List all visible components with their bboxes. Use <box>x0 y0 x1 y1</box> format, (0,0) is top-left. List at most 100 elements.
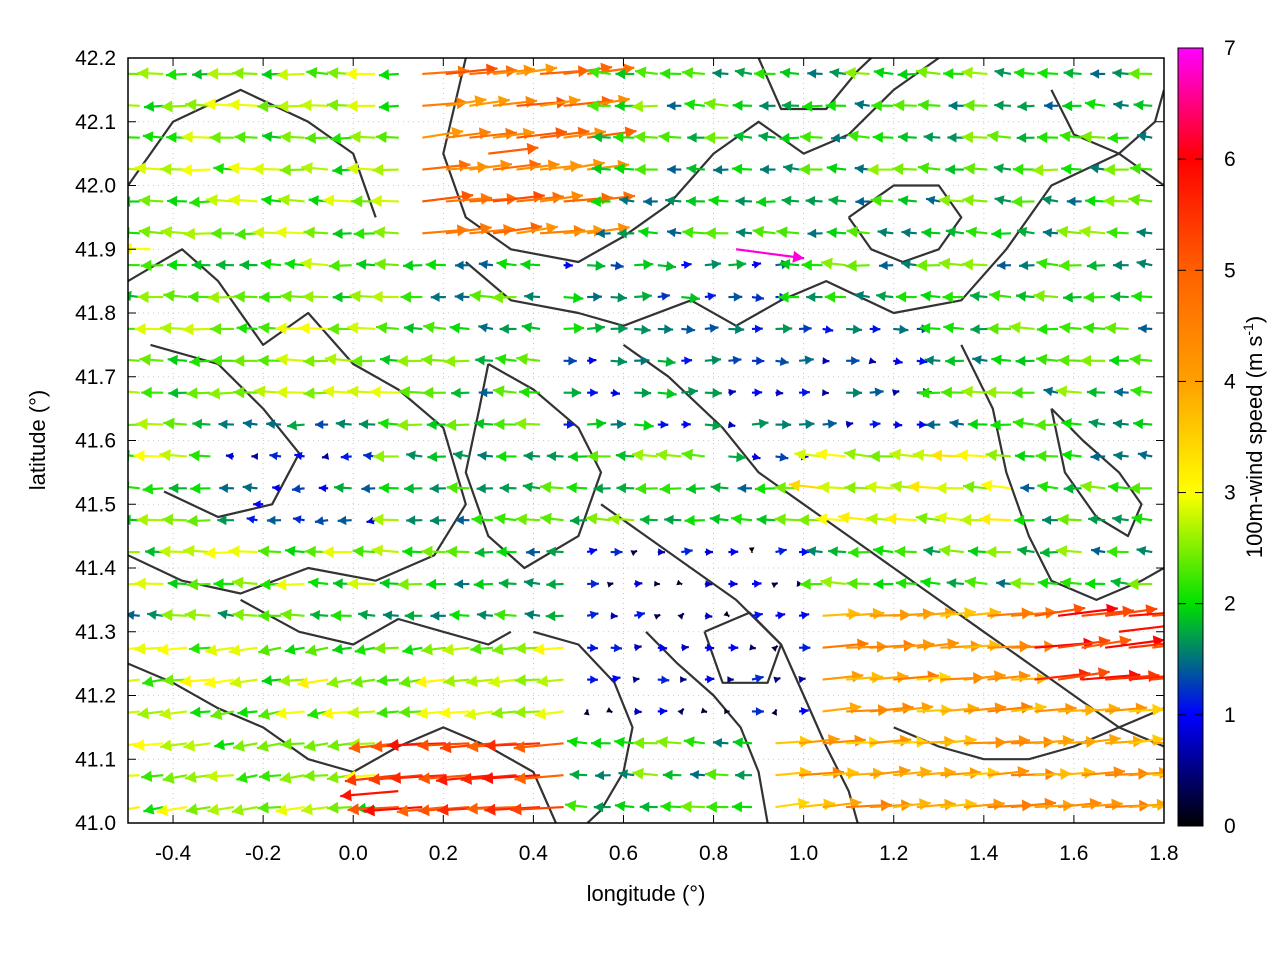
wind-vector-head <box>857 638 869 651</box>
colorbar-tick-label: 1 <box>1224 704 1236 727</box>
wind-vector-head <box>635 580 643 588</box>
terrain-contour <box>128 248 467 595</box>
wind-vector-head <box>402 644 414 656</box>
wind-vector-head <box>969 767 982 780</box>
wind-vector-head <box>425 259 436 271</box>
wind-vector-head <box>142 131 154 143</box>
wind-vector-head <box>771 582 778 589</box>
wind-vector-head <box>873 67 885 79</box>
wind-vector-head <box>970 324 980 335</box>
wind-vector-head <box>945 164 955 175</box>
wind-vector-head <box>893 99 905 112</box>
wind-vector-head <box>165 68 177 81</box>
wind-vector-head <box>709 513 720 525</box>
wind-vector-head <box>759 100 769 111</box>
wind-vector-head <box>1112 419 1123 429</box>
wind-vector-head <box>210 708 223 720</box>
wind-vector-head <box>944 607 957 620</box>
wind-vector-head <box>962 194 974 207</box>
terrain-contour <box>533 630 634 823</box>
wind-vector-head <box>989 607 1001 620</box>
wind-vector-shaft <box>1152 677 1164 681</box>
wind-vector-head <box>207 291 219 304</box>
wind-vector-head <box>1114 387 1124 397</box>
wind-vector-head <box>654 580 660 587</box>
wind-vector-head <box>1055 545 1068 558</box>
wind-vector-head <box>1131 290 1142 303</box>
wind-vector-head <box>303 769 315 782</box>
wind-vector-head <box>915 66 928 79</box>
wind-vector-head <box>1138 324 1147 334</box>
colorbar-title-main: 100m-wind speed (m s <box>1242 336 1267 559</box>
wind-vector-head <box>446 481 458 494</box>
wind-vector-head <box>1113 766 1125 779</box>
wind-vector-head <box>514 642 526 655</box>
wind-vector-head <box>659 643 668 652</box>
wind-vector-head <box>322 452 330 460</box>
wind-vector-head <box>136 418 148 431</box>
terrain-contour <box>893 707 1164 761</box>
wind-vector-head <box>208 387 220 400</box>
wind-vector-head <box>664 324 674 335</box>
wind-vector-head <box>371 290 383 303</box>
wind-vector-head <box>181 131 193 144</box>
wind-vector-head <box>614 100 625 112</box>
wind-vector-head <box>949 419 959 429</box>
wind-vector-head <box>258 322 270 334</box>
wind-vector-head <box>1014 514 1025 526</box>
wind-vector-head <box>279 163 291 176</box>
wind-vector-head <box>272 484 280 493</box>
wind-vector-head <box>261 68 272 80</box>
wind-vector-head <box>1128 193 1140 206</box>
wind-vector-head <box>278 674 291 687</box>
wind-vector-head <box>633 737 645 750</box>
wind-vector-head <box>540 512 552 525</box>
wind-vector-head <box>1061 163 1072 175</box>
wind-vector-head <box>945 226 956 238</box>
wind-vector-head <box>128 514 131 526</box>
wind-vector-head <box>533 643 545 656</box>
wind-vector-head <box>938 257 951 270</box>
wind-vector-head <box>1131 513 1143 525</box>
wind-vector-head <box>260 578 271 591</box>
wind-vector-head <box>677 613 684 620</box>
wind-vector-head <box>735 196 745 207</box>
wind-vector-head <box>854 734 866 747</box>
wind-vector-head <box>163 289 175 302</box>
wind-vector-head <box>1019 260 1029 271</box>
wind-vector-shaft <box>128 390 140 394</box>
wind-vector-head <box>345 67 357 80</box>
wind-vector-head <box>655 449 668 462</box>
wind-vector-head <box>923 546 934 557</box>
wind-vector-shaft <box>128 104 140 107</box>
wind-vector-head <box>232 67 244 80</box>
wind-vector-head <box>371 544 384 557</box>
wind-vector-head <box>186 514 198 527</box>
wind-vector-head <box>960 513 972 526</box>
wind-vector-head <box>1113 260 1122 271</box>
wind-vector-head <box>1128 67 1140 80</box>
wind-vector-head <box>962 131 974 144</box>
wind-vector-head <box>496 258 508 270</box>
y-tick-label: 41.4 <box>75 557 116 580</box>
wind-vector-head <box>630 550 637 557</box>
wind-vector-head <box>1060 577 1071 589</box>
wind-vector-head <box>1011 195 1023 208</box>
wind-vector-head <box>851 670 864 683</box>
wind-vector-head <box>344 773 357 786</box>
wind-vector-head <box>755 293 764 302</box>
wind-vector-head <box>307 708 319 720</box>
wind-vector-head <box>168 483 179 494</box>
wind-vector-head <box>614 261 624 271</box>
wind-vector-head <box>708 195 719 207</box>
wind-vector-head <box>935 512 947 525</box>
wind-vector-head <box>546 546 556 557</box>
wind-vector-head <box>866 512 878 525</box>
wind-vector-head <box>593 292 602 302</box>
x-tick-label: 0.2 <box>429 842 458 865</box>
wind-vector-head <box>1097 667 1110 680</box>
wind-vector-head <box>160 739 172 752</box>
wind-vector-head <box>634 163 646 176</box>
wind-vector-head <box>872 420 881 429</box>
wind-vector-head <box>1009 321 1021 334</box>
